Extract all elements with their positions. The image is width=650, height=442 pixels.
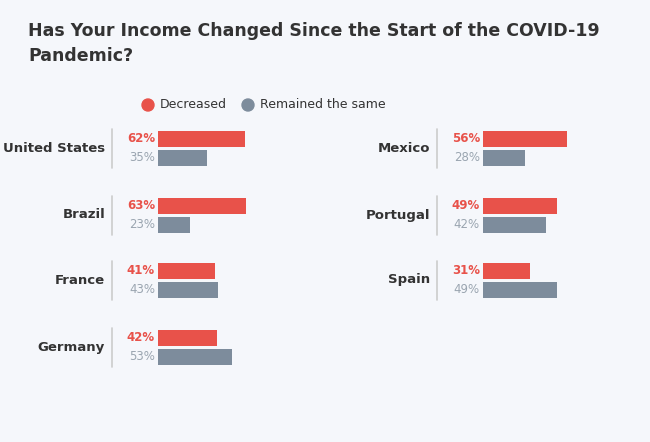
Circle shape <box>142 99 154 111</box>
Text: France: France <box>55 274 105 286</box>
Text: Portugal: Portugal <box>365 209 430 221</box>
Text: Germany: Germany <box>38 340 105 354</box>
Bar <box>483 217 546 232</box>
Text: 43%: 43% <box>129 283 155 296</box>
Text: 28%: 28% <box>454 151 480 164</box>
Text: 49%: 49% <box>454 283 480 296</box>
Text: 62%: 62% <box>127 132 155 145</box>
Text: Decreased: Decreased <box>160 99 227 111</box>
Text: 42%: 42% <box>127 331 155 344</box>
Text: 23%: 23% <box>129 218 155 231</box>
Text: Remained the same: Remained the same <box>260 99 385 111</box>
Text: 31%: 31% <box>452 264 480 277</box>
Text: 56%: 56% <box>452 132 480 145</box>
Text: Brazil: Brazil <box>62 209 105 221</box>
Bar <box>483 263 530 278</box>
Text: Spain: Spain <box>388 274 430 286</box>
Text: 63%: 63% <box>127 199 155 212</box>
Bar <box>158 149 207 165</box>
Text: United States: United States <box>3 141 105 155</box>
Bar <box>158 217 190 232</box>
Bar <box>483 198 556 213</box>
Text: 53%: 53% <box>129 350 155 363</box>
Bar <box>483 149 525 165</box>
Bar <box>158 263 215 278</box>
Text: Mexico: Mexico <box>378 141 430 155</box>
Text: 49%: 49% <box>452 199 480 212</box>
Text: 41%: 41% <box>127 264 155 277</box>
Bar <box>158 282 218 297</box>
Bar <box>158 198 246 213</box>
Bar <box>158 329 217 346</box>
Bar <box>483 130 567 146</box>
Circle shape <box>242 99 254 111</box>
Text: 42%: 42% <box>454 218 480 231</box>
Bar <box>158 130 245 146</box>
Text: Has Your Income Changed Since the Start of the COVID-19
Pandemic?: Has Your Income Changed Since the Start … <box>28 22 599 65</box>
Bar <box>158 348 232 365</box>
Text: 35%: 35% <box>129 151 155 164</box>
Bar <box>483 282 556 297</box>
